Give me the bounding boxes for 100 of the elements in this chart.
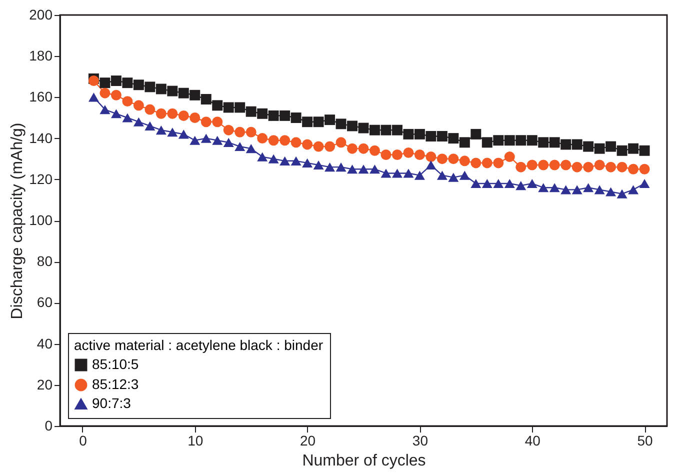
y-tick-label: 0 xyxy=(44,418,53,434)
point xyxy=(403,128,414,140)
point xyxy=(504,178,515,188)
point xyxy=(358,143,369,154)
point xyxy=(594,160,605,170)
point xyxy=(628,143,639,154)
x-axis-title: Number of cycles xyxy=(302,452,426,470)
point xyxy=(392,168,402,178)
point xyxy=(493,135,504,146)
point xyxy=(223,102,234,113)
point xyxy=(504,152,515,162)
x-tick-label: 50 xyxy=(637,432,654,448)
y-tick-label: 100 xyxy=(29,212,53,228)
point xyxy=(606,162,616,172)
point xyxy=(572,185,582,194)
point xyxy=(190,112,200,123)
point xyxy=(133,100,144,111)
point xyxy=(324,114,336,126)
y-axis-title: Discharge capacity (mAh/g) xyxy=(9,122,26,320)
point xyxy=(380,124,392,136)
point xyxy=(223,138,234,147)
y-tick-label: 200 xyxy=(29,6,53,22)
point xyxy=(156,84,166,94)
y-tick-label: 180 xyxy=(29,48,53,64)
point xyxy=(606,141,616,152)
point xyxy=(200,134,212,143)
point xyxy=(133,80,144,90)
point xyxy=(549,160,560,170)
point xyxy=(414,150,425,160)
point xyxy=(482,137,492,148)
point xyxy=(110,109,122,118)
point xyxy=(88,76,99,86)
point xyxy=(290,156,302,166)
point xyxy=(628,164,639,174)
point xyxy=(122,96,133,107)
point xyxy=(392,124,402,136)
point xyxy=(133,117,144,126)
point xyxy=(560,185,572,194)
point xyxy=(246,144,256,154)
y-tick-label: 160 xyxy=(29,88,53,105)
point xyxy=(302,158,313,168)
point xyxy=(302,139,313,150)
point xyxy=(616,145,628,156)
y-tick-label: 20 xyxy=(36,376,53,392)
point xyxy=(369,124,380,136)
point xyxy=(414,170,425,180)
point xyxy=(156,126,166,135)
point xyxy=(594,185,605,194)
x-tick-label: 0 xyxy=(79,432,88,448)
point xyxy=(616,162,628,172)
point xyxy=(538,183,549,192)
point xyxy=(324,162,336,172)
point xyxy=(594,143,605,154)
point xyxy=(347,164,358,174)
point xyxy=(414,128,425,140)
x-tick-label: 40 xyxy=(524,432,541,448)
point xyxy=(257,152,268,162)
x-tick-label: 20 xyxy=(300,432,316,448)
point xyxy=(639,145,650,156)
point xyxy=(110,90,122,100)
point xyxy=(190,136,200,145)
point xyxy=(212,136,223,145)
point xyxy=(336,118,346,130)
legend-title: active material : acetylene black : binder xyxy=(74,337,324,353)
point xyxy=(470,158,482,168)
point xyxy=(100,88,110,98)
point xyxy=(426,160,436,170)
point xyxy=(560,139,572,150)
point xyxy=(268,135,279,146)
point xyxy=(516,135,526,146)
point xyxy=(268,154,279,164)
point xyxy=(380,150,392,160)
point xyxy=(549,137,560,148)
point xyxy=(526,135,538,146)
point xyxy=(280,110,290,121)
point xyxy=(516,162,526,172)
legend-label: 85:12:3 xyxy=(92,376,139,392)
point xyxy=(482,178,492,188)
point xyxy=(234,142,246,152)
point xyxy=(324,141,336,152)
point xyxy=(482,158,492,168)
point xyxy=(628,185,639,194)
point xyxy=(549,183,560,192)
point xyxy=(436,154,448,164)
point xyxy=(212,116,223,128)
point xyxy=(234,126,246,138)
legend-label: 85:10:5 xyxy=(92,356,139,372)
point xyxy=(572,139,582,150)
point xyxy=(606,187,616,196)
point xyxy=(336,137,346,148)
point xyxy=(459,156,470,166)
point xyxy=(178,88,189,98)
point xyxy=(358,164,369,174)
point xyxy=(167,86,178,96)
point xyxy=(583,141,594,152)
y-tick-label: 140 xyxy=(29,130,53,146)
point xyxy=(178,110,189,121)
point xyxy=(190,90,200,100)
point xyxy=(257,108,268,119)
point xyxy=(369,164,380,174)
